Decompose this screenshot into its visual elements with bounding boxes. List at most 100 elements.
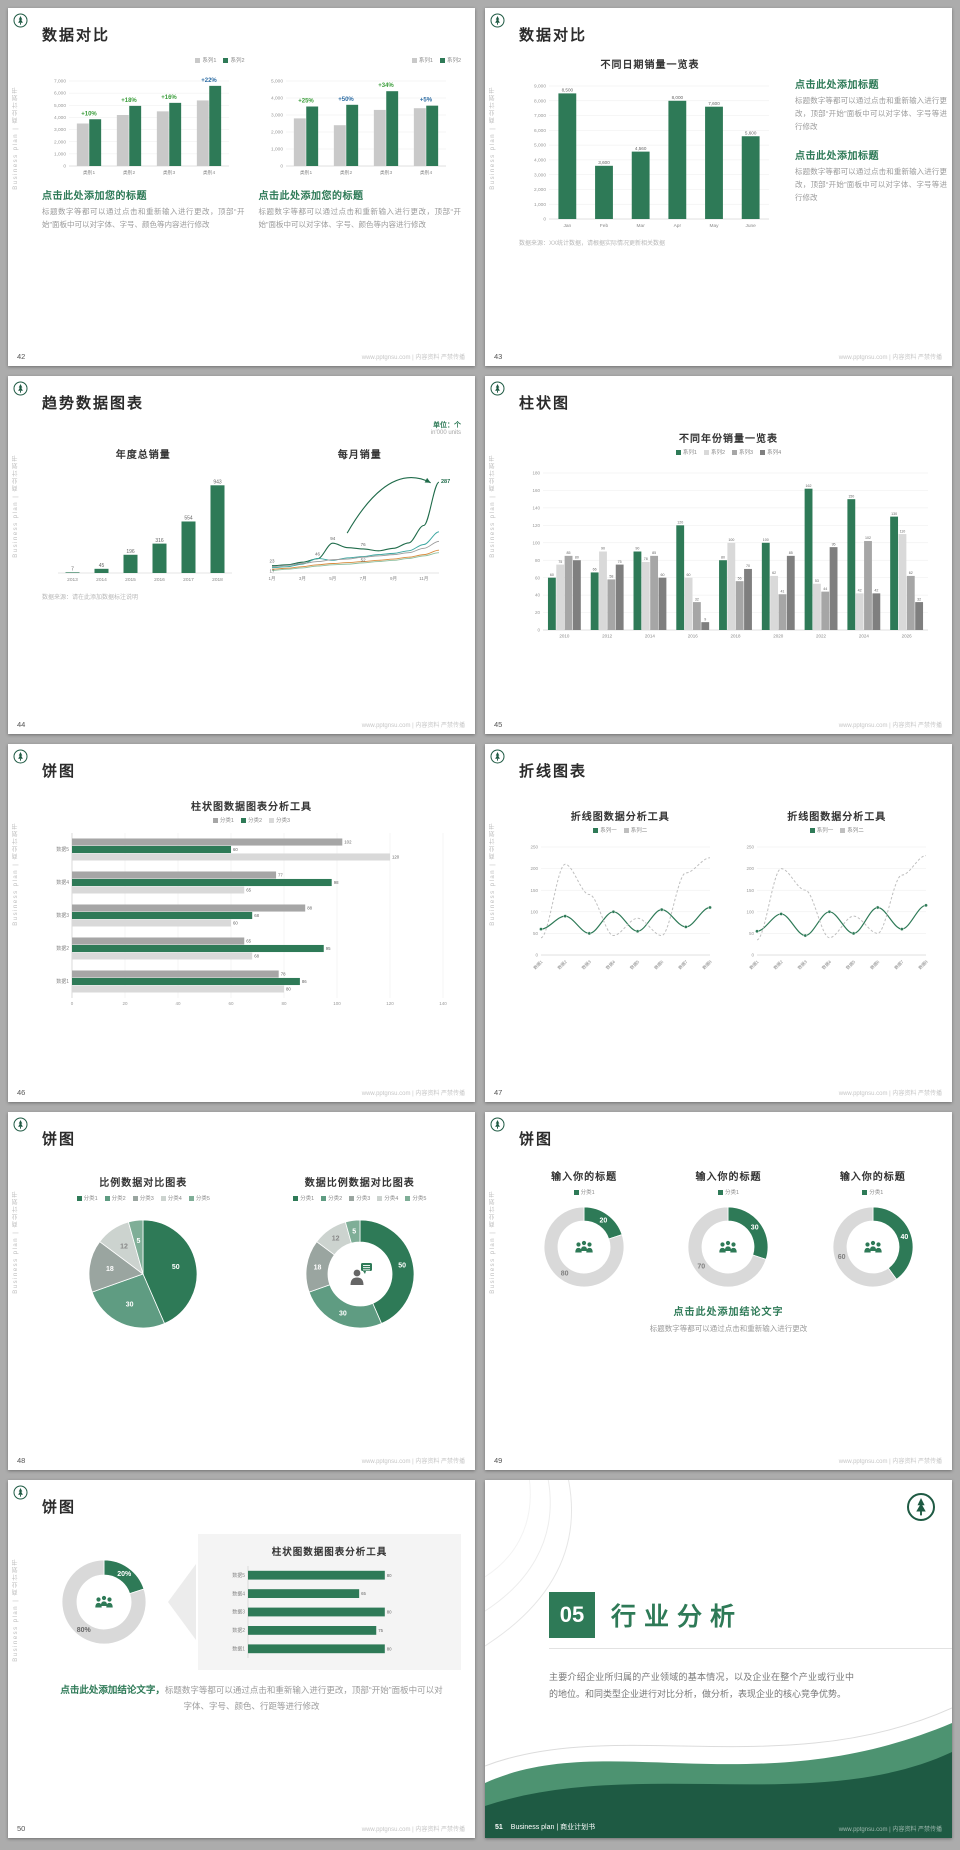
svg-text:6,000: 6,000 xyxy=(54,91,66,97)
svg-text:60: 60 xyxy=(660,573,664,577)
line-chart: 0 50 100 150 200 250 数据1 数据2 数据3 数据4 数据5 数据6 数据7 数据8 xyxy=(736,837,939,977)
svg-text:196: 196 xyxy=(127,549,136,555)
svg-text:68: 68 xyxy=(254,913,259,918)
page-number: 44 xyxy=(17,720,26,729)
chart-block-right: 系列1 系列2 0 1,000 2,000 3,000 4,000 5,000 类别1 类别2 类… xyxy=(259,54,461,344)
slide-content: 不同日期销量一览表 0 1,000 2,000 3,000 4,000 5,000 6,00… xyxy=(519,54,947,344)
svg-text:86: 86 xyxy=(302,979,307,984)
brand-logo-icon xyxy=(13,13,28,28)
svg-text:45: 45 xyxy=(99,563,105,569)
svg-text:5,600: 5,600 xyxy=(745,130,757,135)
brand-logo-icon xyxy=(13,749,28,764)
slide-49[interactable]: Business plan | 商业计划书 饼图 输入你的标题 分类1 20 80… xyxy=(485,1112,952,1470)
chart-legend: 分类1 分类2 分类3 xyxy=(42,816,461,824)
svg-text:类别1: 类别1 xyxy=(83,169,96,176)
svg-text:数据1: 数据1 xyxy=(531,958,544,971)
text-column: 点击此处添加标题 标题数字等都可以通过点击和重新输入进行更改，顶部“开始”面板中… xyxy=(795,54,947,344)
bar-chart: 0 1,000 2,000 3,000 4,000 5,000 6,000 7,000 8,00… xyxy=(519,74,781,232)
page-title: 饼图 xyxy=(42,1131,77,1148)
section-heading-row: 05 行业分析 xyxy=(549,1592,743,1638)
svg-text:41: 41 xyxy=(780,589,784,593)
line-chart: 287 1月 3月 5月 7月 9月 11月 23 17 94 46 52 76 xyxy=(259,464,462,586)
svg-text:+18%: +18% xyxy=(121,98,137,104)
svg-text:200: 200 xyxy=(530,866,538,871)
svg-text:100: 100 xyxy=(728,538,734,542)
page-number: 43 xyxy=(494,352,503,361)
slide-44[interactable]: Business plan | 商业计划书 趋势数据图表 单位：个 in'000… xyxy=(8,376,475,734)
svg-text:200: 200 xyxy=(747,866,755,871)
svg-text:100: 100 xyxy=(747,909,755,914)
slide-47[interactable]: Business plan | 商业计划书 折线图表 折线图数据分析工具 系列一… xyxy=(485,744,952,1102)
slide-45[interactable]: Business plan | 商业计划书 柱状图 不同年份销量一览表 系列1 系… xyxy=(485,376,952,734)
svg-text:4,000: 4,000 xyxy=(534,157,546,163)
svg-text:类别2: 类别2 xyxy=(339,169,352,176)
svg-text:类别3: 类别3 xyxy=(163,169,176,176)
footer-watermark: www.pptgnsu.com | 内容资料 严禁传播 xyxy=(361,1827,465,1833)
svg-text:150: 150 xyxy=(848,494,854,498)
unit-sublabel: in'000 units xyxy=(430,430,461,436)
svg-text:78: 78 xyxy=(281,972,286,977)
slide-51[interactable]: 05 行业分析 主要介绍企业所归属的产业领域的基本情况，以及企业在整个产业或行业… xyxy=(485,1480,952,1838)
chart-block-right: 数据比例数据对比图表 分类1 分类2 分类3 分类4 分类5 50 30 18 12 5 xyxy=(259,1172,462,1448)
svg-text:60: 60 xyxy=(233,921,238,926)
svg-text:162: 162 xyxy=(806,484,812,488)
svg-text:100: 100 xyxy=(763,538,769,542)
svg-text:+34%: +34% xyxy=(378,83,394,89)
svg-text:类别4: 类别4 xyxy=(419,169,432,176)
donut-chart: 40 60 xyxy=(825,1199,921,1295)
brand-tree-icon xyxy=(13,749,28,764)
svg-text:23: 23 xyxy=(270,559,276,564)
svg-text:4,000: 4,000 xyxy=(270,96,282,102)
slide-content: 系列1 系列2 0 1,000 2,000 3,000 4,000 5,000 6,000 7,… xyxy=(42,54,461,344)
slide-48[interactable]: Business plan | 商业计划书 饼图 比例数据对比图表 分类1 分类2… xyxy=(8,1112,475,1470)
chart-title: 不同年份销量一览表 xyxy=(679,434,778,445)
svg-text:7月: 7月 xyxy=(360,576,367,582)
svg-text:0: 0 xyxy=(543,217,546,223)
slide-46[interactable]: Business plan | 商业计划书 饼图 柱状图数据图表分析工具 分类1… xyxy=(8,744,475,1102)
svg-text:554: 554 xyxy=(185,516,194,522)
side-watermark-text: Business plan | 商业计划书 xyxy=(13,454,19,558)
brand-tree-icon xyxy=(13,13,28,28)
svg-text:Feb: Feb xyxy=(600,223,609,229)
svg-text:4,000: 4,000 xyxy=(54,115,66,121)
block-heading: 点击此处添加您的标题 xyxy=(42,191,147,202)
footer-watermark: www.pptgnsu.com | 内容资料 严禁传播 xyxy=(361,1459,465,1465)
side-watermark-text: Business plan | 商业计划书 xyxy=(13,1558,19,1662)
svg-text:数据6: 数据6 xyxy=(869,958,882,971)
page-title: 折线图表 xyxy=(519,763,588,780)
svg-text:90: 90 xyxy=(635,547,639,551)
svg-text:2012: 2012 xyxy=(602,634,613,639)
side-watermark-text: Business plan | 商业计划书 xyxy=(490,86,496,190)
brand-tree-icon xyxy=(13,1485,28,1500)
page-title: 数据对比 xyxy=(519,27,588,44)
svg-text:66: 66 xyxy=(593,568,597,572)
svg-text:40: 40 xyxy=(900,1234,908,1241)
svg-text:60: 60 xyxy=(228,1001,234,1006)
slide-content: 20% 80% 柱状图数据图表分析工具 80 65 80 75 80 数据5 数据4 数据3 数据… xyxy=(42,1526,461,1816)
brand-logo-icon xyxy=(13,381,28,396)
svg-text:44: 44 xyxy=(823,587,827,591)
footer-watermark: www.pptgnsu.com | 内容资料 严禁传播 xyxy=(361,1091,465,1097)
svg-text:Jan: Jan xyxy=(563,223,571,229)
svg-text:+50%: +50% xyxy=(338,97,354,103)
slide-42[interactable]: Business plan | 商业计划书 数据对比 系列1 系列2 0 1,000… xyxy=(8,8,475,366)
svg-text:+22%: +22% xyxy=(201,78,217,84)
chart-legend: 分类1 分类2 分类3 分类4 分类5 xyxy=(76,1194,210,1202)
svg-text:5,000: 5,000 xyxy=(270,79,282,85)
svg-text:+25%: +25% xyxy=(298,99,314,105)
svg-text:30: 30 xyxy=(126,1302,134,1309)
svg-text:287: 287 xyxy=(441,479,450,485)
horizontal-bar-chart: 0 20 40 60 80 100 120 140 102 77 88 65 78 60 98 68 95 86 1… xyxy=(42,827,461,1012)
slide-43[interactable]: Business plan | 商业计划书 数据对比 不同日期销量一览表 0 1,… xyxy=(485,8,952,366)
svg-text:11月: 11月 xyxy=(419,576,428,582)
slide-50[interactable]: Business plan | 商业计划书 饼图 20% 80% 柱状图数据图表分… xyxy=(8,1480,475,1838)
svg-text:数据3: 数据3 xyxy=(796,958,809,971)
donut-chart: 50 30 18 12 5 xyxy=(299,1213,421,1335)
svg-text:1,000: 1,000 xyxy=(270,147,282,153)
chart-title: 年度总销量 xyxy=(115,450,171,461)
svg-text:6,000: 6,000 xyxy=(534,128,546,134)
svg-text:70: 70 xyxy=(698,1263,706,1270)
svg-text:17: 17 xyxy=(270,569,276,574)
svg-text:数据1: 数据1 xyxy=(232,1646,245,1653)
